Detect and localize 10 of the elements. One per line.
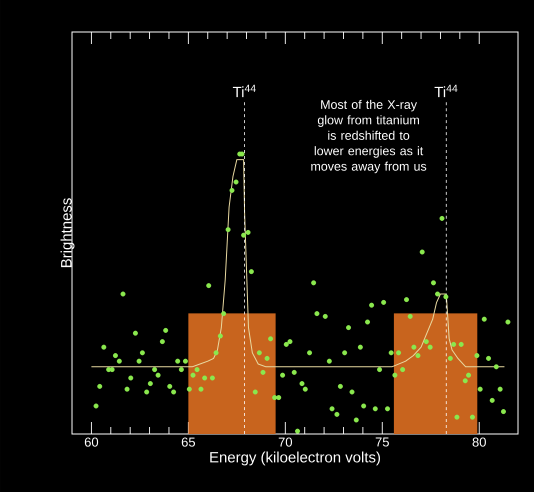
y-axis-title: Brightness [60, 198, 74, 268]
ref-line-label: Ti$^{44}$ [232, 84, 256, 98]
ref-line-label: Ti$^{44}$ [434, 84, 458, 98]
annotation: Most of the X-ray glow from titanium is redshifted to lower energies as it moves away from us [311, 100, 426, 174]
x-tick-label: 60 [84, 438, 98, 447]
x-axis-title: Energy (kiloelectron volts) [210, 452, 380, 466]
x-tick-label: 80 [472, 438, 486, 447]
x-tick-label: 70 [278, 438, 292, 447]
x-tick-label: 75 [376, 438, 389, 447]
x-tick-label: 65 [182, 438, 196, 447]
